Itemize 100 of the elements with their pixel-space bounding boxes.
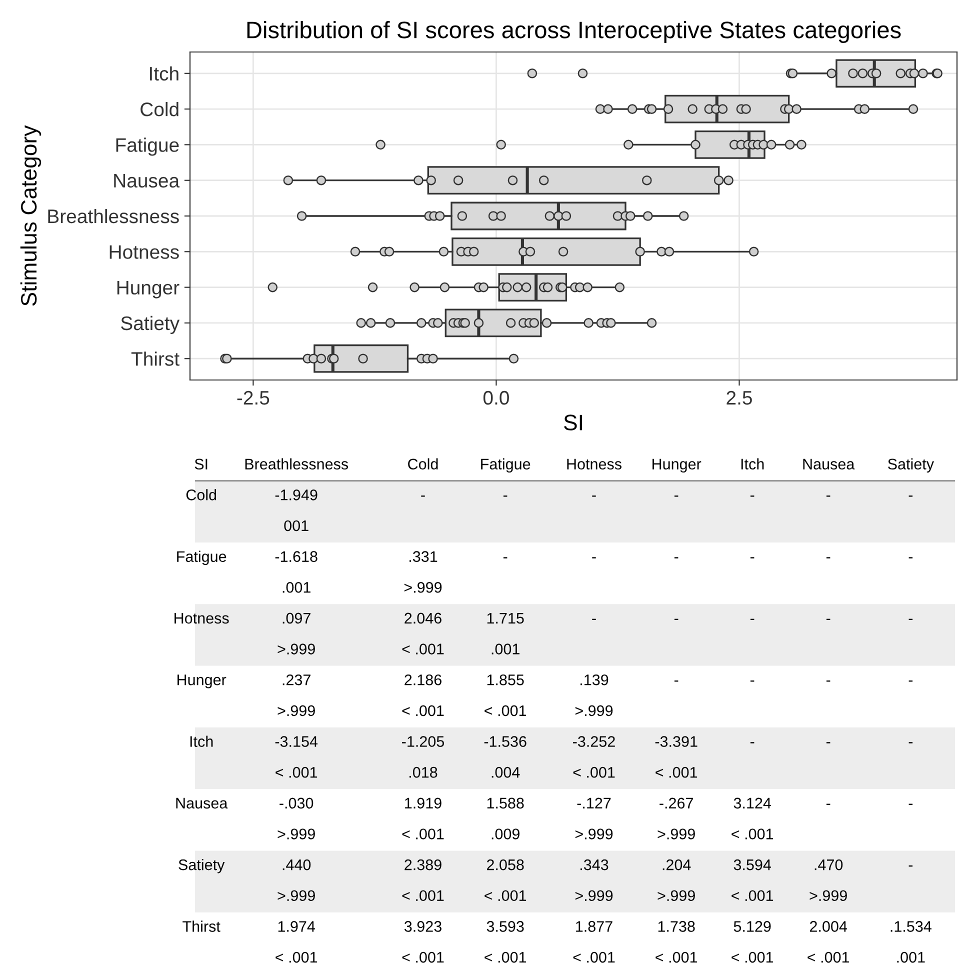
text: - bbox=[674, 557, 678, 558]
category-label: Fatigue bbox=[177, 550, 226, 566]
text: < .001 bbox=[402, 705, 444, 716]
text: - bbox=[674, 496, 678, 497]
text: - bbox=[750, 742, 754, 744]
y-tick-label: Thirst bbox=[131, 352, 180, 366]
text: < .001 bbox=[573, 952, 615, 963]
text: < .001 bbox=[732, 828, 774, 840]
text: .331 bbox=[410, 551, 438, 562]
category-label: Itch bbox=[741, 458, 764, 470]
text: 2.186 bbox=[404, 674, 442, 686]
text: 1.855 bbox=[487, 674, 524, 686]
text: >.999 bbox=[658, 828, 695, 840]
text: - bbox=[750, 680, 754, 682]
text: < .001 bbox=[402, 890, 444, 902]
text: -.267 bbox=[660, 798, 693, 809]
text: .1.534 bbox=[890, 921, 932, 932]
text: - bbox=[908, 742, 913, 744]
text: >.999 bbox=[810, 890, 847, 902]
text: 2.389 bbox=[404, 859, 442, 870]
text: < .001 bbox=[276, 952, 318, 963]
category-label: Cold bbox=[408, 458, 438, 470]
y-axis-title: Stimulus Category bbox=[20, 125, 42, 306]
text: < .001 bbox=[732, 952, 774, 963]
category-label: Hunger bbox=[652, 458, 702, 473]
x-axis-title: SI bbox=[564, 414, 582, 430]
text: >.999 bbox=[575, 890, 613, 902]
text: - bbox=[826, 618, 830, 620]
text: 3.124 bbox=[734, 798, 772, 809]
text: - bbox=[908, 865, 913, 867]
category-label: Hotness bbox=[174, 612, 229, 624]
chart-title: Distribution of SI scores across Interoceptive States categories bbox=[247, 21, 901, 44]
text: - bbox=[826, 496, 830, 497]
text: -1.205 bbox=[402, 736, 444, 747]
y-tick-label: Cold bbox=[140, 102, 178, 116]
text: >.999 bbox=[278, 828, 315, 840]
text: -1.949 bbox=[275, 490, 318, 500]
text: 5.129 bbox=[734, 921, 771, 932]
x-tick-label: 0.0 bbox=[483, 390, 509, 405]
text: 2.058 bbox=[486, 859, 524, 870]
text: < .001 bbox=[484, 952, 526, 963]
text: - bbox=[674, 680, 678, 682]
text: - bbox=[421, 496, 425, 497]
text: - bbox=[908, 496, 913, 497]
text: -1.618 bbox=[275, 551, 318, 562]
text: 1.919 bbox=[405, 798, 442, 809]
text: 2.004 bbox=[810, 921, 848, 932]
text: .001 bbox=[282, 582, 310, 593]
x-tick-label: -2.5 bbox=[237, 390, 270, 405]
text: -.030 bbox=[280, 798, 314, 809]
text: >.999 bbox=[575, 828, 613, 840]
text: -1.536 bbox=[484, 736, 526, 747]
text: >.999 bbox=[278, 705, 315, 716]
x-tick-label: 2.5 bbox=[726, 390, 752, 405]
y-tick-label: Itch bbox=[150, 66, 178, 81]
text: -3.154 bbox=[275, 736, 318, 747]
text: 2.046 bbox=[404, 612, 442, 624]
text: < .001 bbox=[402, 644, 444, 654]
text: - bbox=[503, 557, 508, 558]
category-label: Breathlessness bbox=[245, 458, 348, 470]
category-label: Nausea bbox=[803, 458, 855, 470]
text: < .001 bbox=[484, 890, 526, 902]
text: - bbox=[908, 680, 913, 682]
y-tick-label: Hotness bbox=[110, 245, 179, 259]
text: - bbox=[908, 618, 913, 620]
category-label: Hotness bbox=[567, 458, 622, 470]
text: - bbox=[826, 680, 830, 682]
category-label: Thirst bbox=[182, 920, 220, 932]
text: < .001 bbox=[276, 766, 318, 778]
text: .004 bbox=[492, 766, 520, 778]
text: - bbox=[750, 496, 754, 497]
y-tick-label: Breathlessness bbox=[48, 208, 179, 224]
text: 3.594 bbox=[734, 859, 772, 870]
text: - bbox=[674, 618, 678, 620]
y-tick-label: Fatigue bbox=[116, 138, 179, 156]
text: 001 bbox=[284, 520, 308, 532]
text: - bbox=[826, 557, 830, 558]
text: 1.588 bbox=[487, 798, 524, 809]
text: < .001 bbox=[573, 766, 615, 778]
text: - bbox=[750, 618, 754, 620]
text: < .001 bbox=[808, 952, 850, 963]
text: - bbox=[826, 742, 830, 744]
text: >.999 bbox=[278, 644, 315, 654]
text: >.999 bbox=[404, 582, 442, 593]
text: .018 bbox=[410, 766, 438, 778]
text: < .001 bbox=[656, 766, 698, 778]
text: -3.391 bbox=[655, 736, 698, 747]
text: < .001 bbox=[732, 890, 774, 902]
category-label: Fatigue bbox=[481, 458, 530, 473]
text: >.999 bbox=[278, 890, 315, 902]
text: .097 bbox=[282, 612, 310, 624]
text: < .001 bbox=[402, 952, 444, 963]
text: >.999 bbox=[575, 705, 613, 716]
text: < .001 bbox=[484, 705, 526, 716]
category-label: Itch bbox=[190, 736, 213, 747]
category-label: Satiety bbox=[888, 458, 934, 473]
text: 3.593 bbox=[486, 921, 524, 932]
text: .237 bbox=[282, 674, 310, 686]
text: - bbox=[592, 618, 596, 620]
text: .009 bbox=[492, 828, 520, 840]
